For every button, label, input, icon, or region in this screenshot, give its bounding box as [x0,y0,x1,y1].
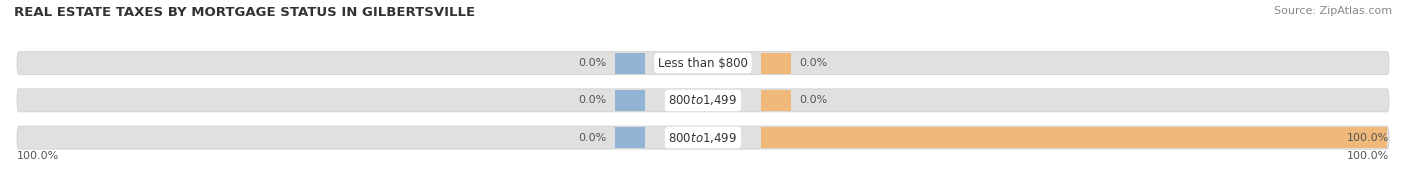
Bar [762,127,1388,148]
Text: 0.0%: 0.0% [578,58,606,68]
Text: 0.0%: 0.0% [578,95,606,105]
Text: 0.0%: 0.0% [800,95,828,105]
FancyBboxPatch shape [17,89,1389,112]
Text: 100.0%: 100.0% [1347,133,1389,143]
Text: REAL ESTATE TAXES BY MORTGAGE STATUS IN GILBERTSVILLE: REAL ESTATE TAXES BY MORTGAGE STATUS IN … [14,6,475,19]
Text: Source: ZipAtlas.com: Source: ZipAtlas.com [1274,6,1392,16]
Bar [762,90,790,111]
FancyBboxPatch shape [17,126,1389,149]
Text: $800 to $1,499: $800 to $1,499 [668,131,738,144]
Bar [616,53,644,74]
Text: $800 to $1,499: $800 to $1,499 [668,93,738,107]
Bar [616,90,644,111]
Text: Less than $800: Less than $800 [658,57,748,70]
Text: 100.0%: 100.0% [1347,151,1389,161]
FancyBboxPatch shape [17,52,1389,75]
Text: 0.0%: 0.0% [800,58,828,68]
Text: 100.0%: 100.0% [17,151,59,161]
Bar [762,53,790,74]
Bar [616,127,644,148]
Text: 0.0%: 0.0% [578,133,606,143]
